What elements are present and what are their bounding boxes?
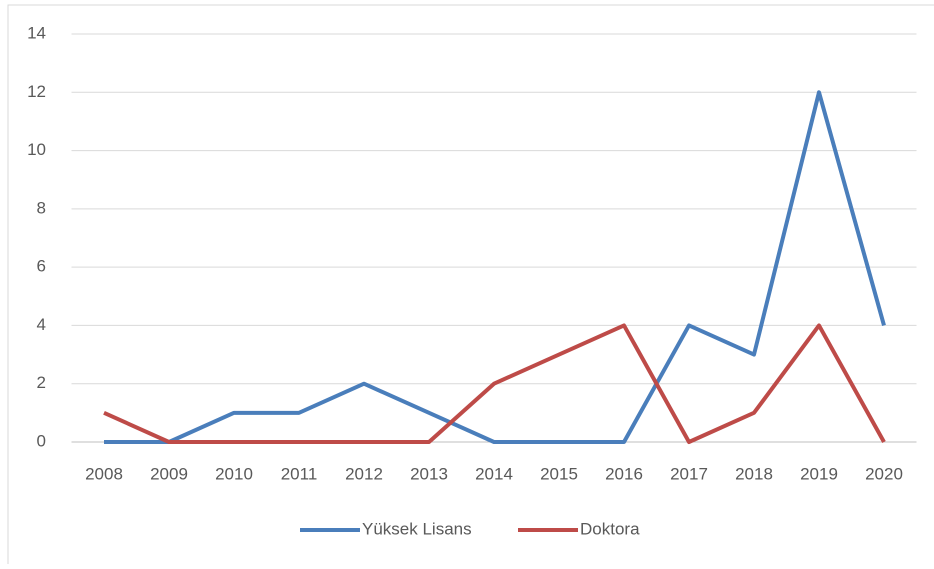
x-tick-label: 2009 (150, 464, 188, 483)
series-line (104, 90, 886, 444)
y-tick-label: 8 (37, 198, 46, 217)
y-tick-label: 4 (37, 315, 46, 334)
legend-label: Doktora (580, 519, 640, 538)
x-tick-label: 2015 (540, 464, 578, 483)
y-tick-label: 14 (27, 23, 46, 42)
x-tick-label: 2014 (475, 464, 513, 483)
y-tick-label: 0 (37, 431, 46, 450)
legend-label: Yüksek Lisans (362, 519, 472, 538)
x-tick-label: 2012 (345, 464, 383, 483)
series-line (103, 323, 886, 444)
y-tick-label: 10 (27, 140, 46, 159)
x-tick-label: 2018 (735, 464, 773, 483)
chart-border (7, 4, 934, 569)
y-tick-label: 2 (37, 373, 46, 392)
x-tick-label: 2020 (865, 464, 903, 483)
x-tick-label: 2011 (281, 464, 318, 483)
x-tick-label: 2010 (215, 464, 253, 483)
x-tick-label: 2008 (85, 464, 123, 483)
x-tick-label: 2017 (670, 464, 708, 483)
y-tick-label: 12 (27, 82, 46, 101)
x-tick-label: 2016 (605, 464, 643, 483)
y-tick-label: 6 (37, 257, 46, 276)
x-tick-label: 2013 (410, 464, 448, 483)
x-tick-label: 2019 (800, 464, 838, 483)
